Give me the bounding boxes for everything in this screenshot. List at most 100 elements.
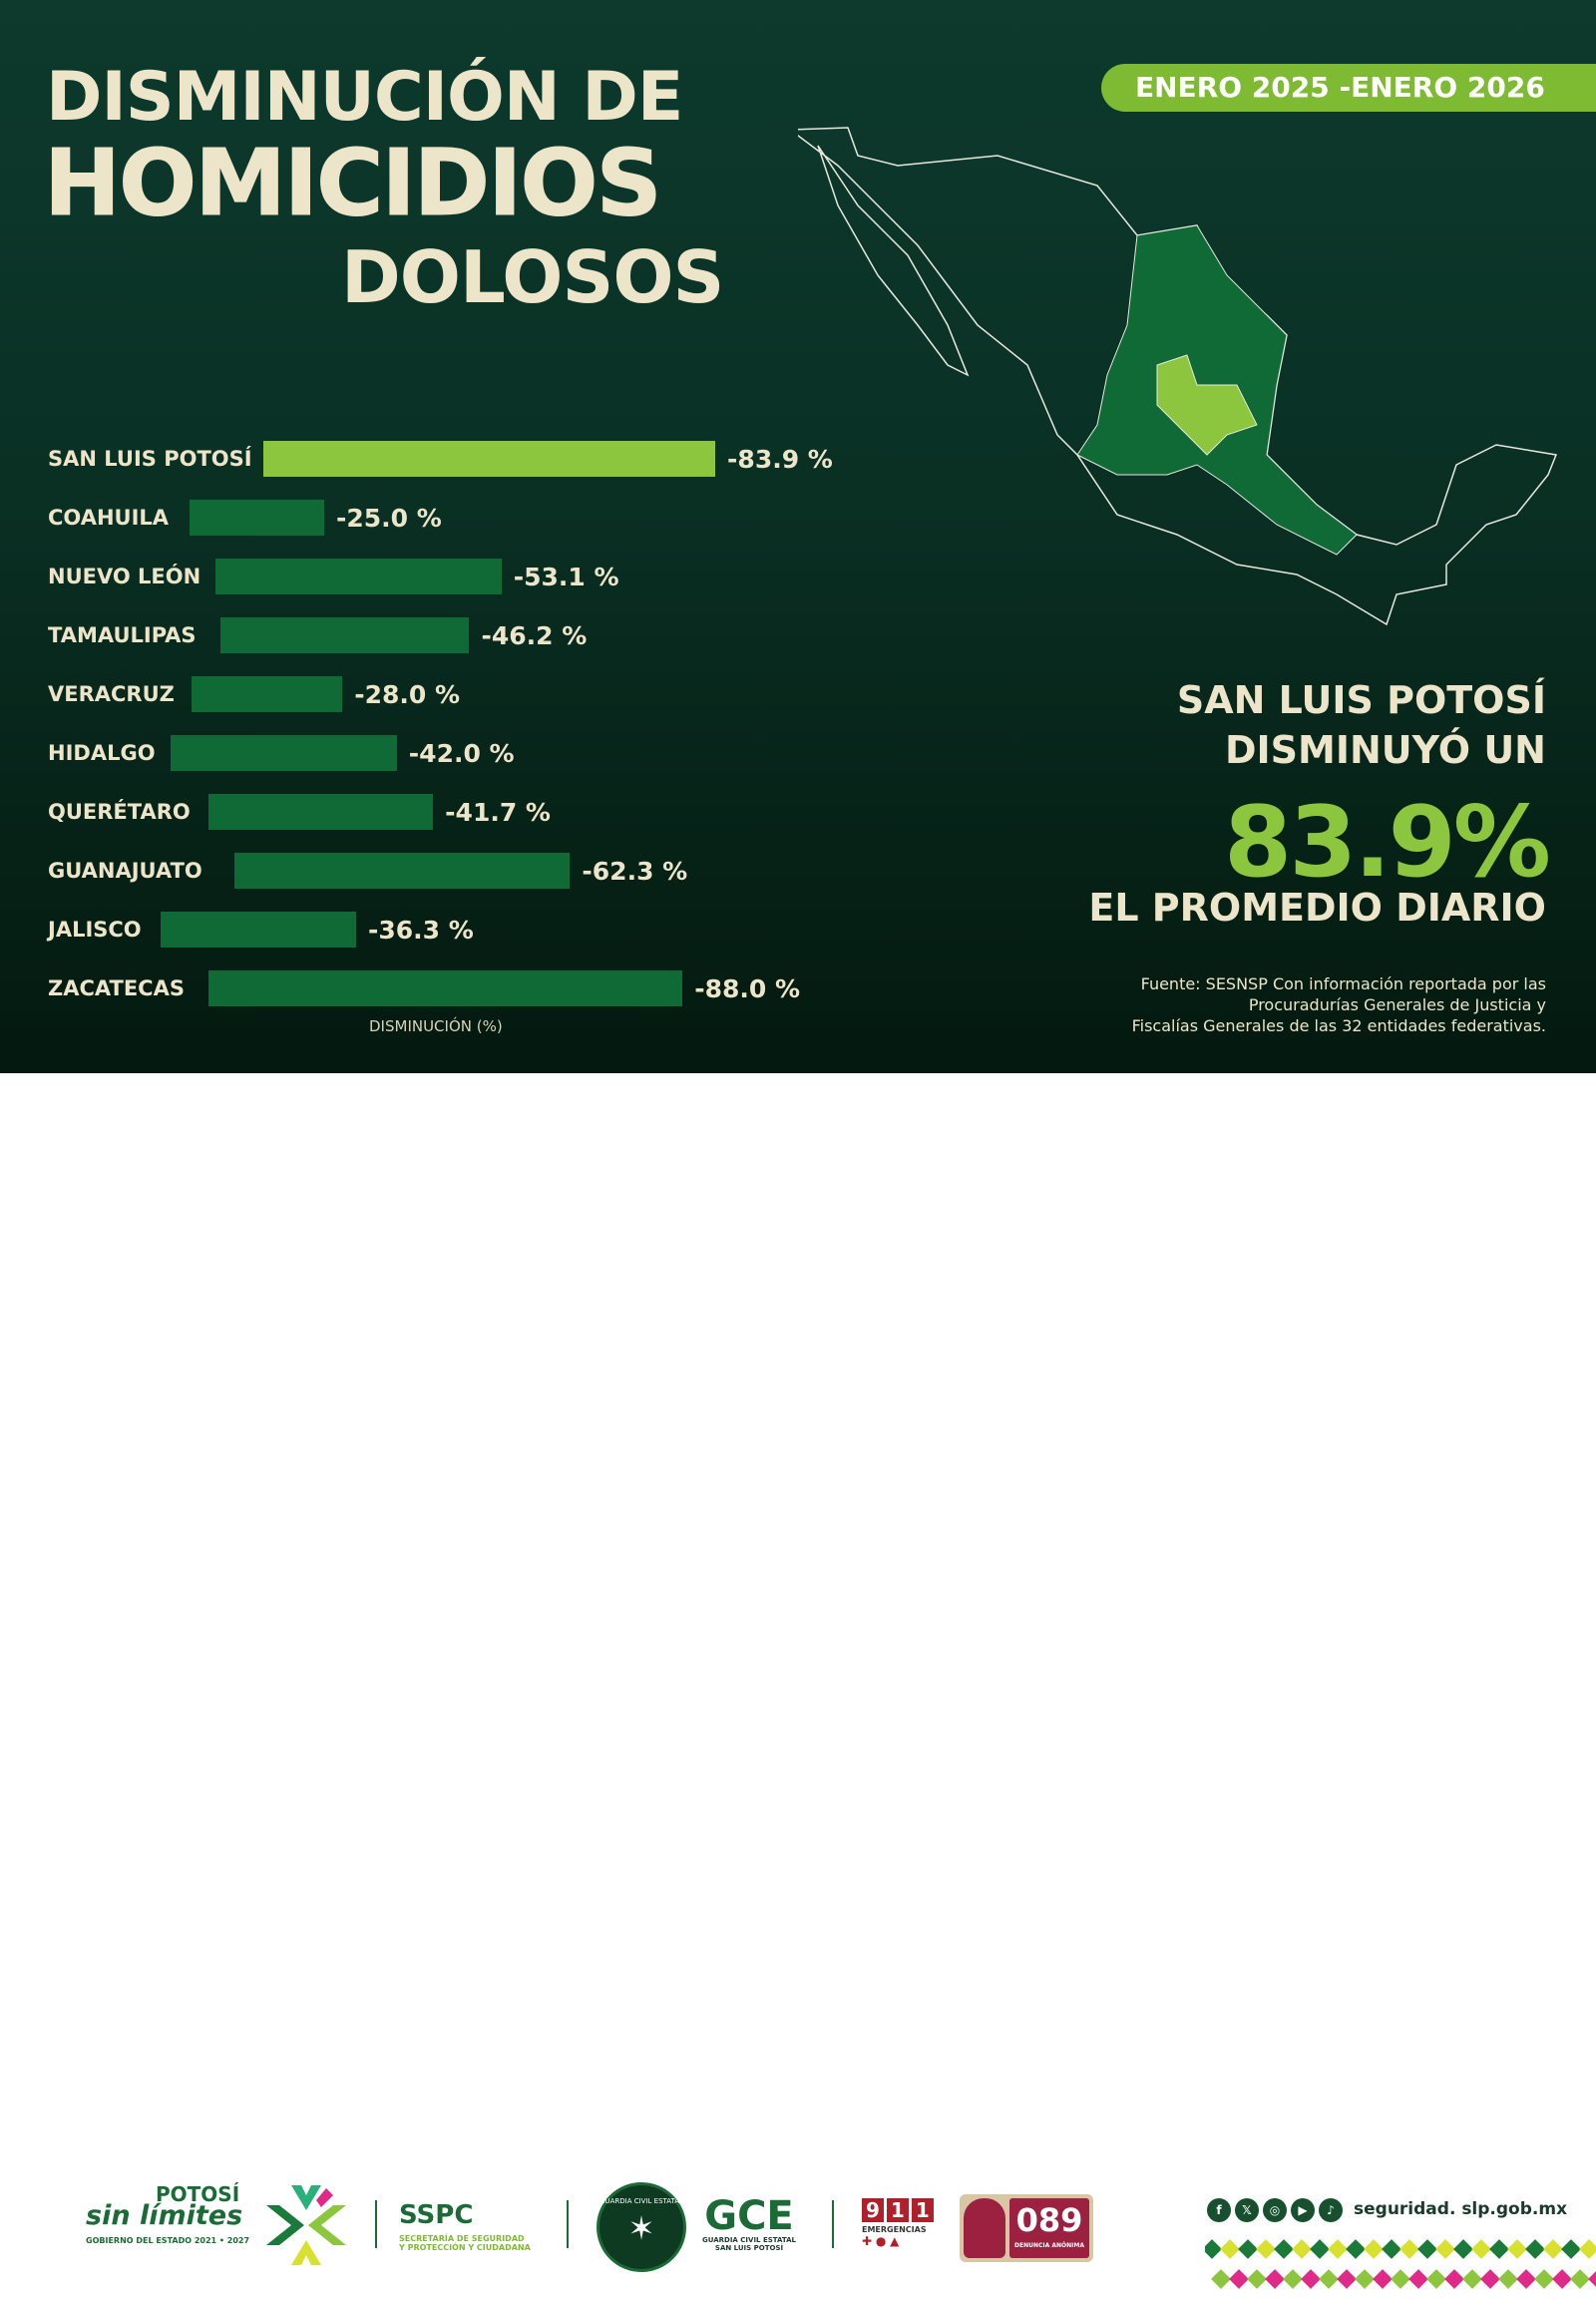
pattern-tile xyxy=(1516,2269,1536,2289)
logo-text: sin límites xyxy=(86,2200,243,2231)
pattern-tile xyxy=(1543,2239,1563,2259)
bar-value-label: -25.0 % xyxy=(336,504,442,533)
title-line2: HOMICIDIOS xyxy=(44,130,663,237)
title-line3: DOLOSOS xyxy=(341,235,724,319)
pattern-tile xyxy=(1220,2239,1240,2259)
bar-value-label: -42.0 % xyxy=(408,739,515,768)
shield-icon xyxy=(964,2198,1005,2258)
logo-text: DENUNCIA ANÓNIMA xyxy=(1014,2242,1084,2249)
bar-label: JALISCO xyxy=(48,918,142,942)
pattern-tile xyxy=(1462,2269,1482,2289)
pattern-tile xyxy=(1408,2269,1428,2289)
pattern-tile xyxy=(1355,2269,1375,2289)
bar xyxy=(161,912,357,948)
pattern-tile xyxy=(1364,2239,1384,2259)
star-icon: ✶ xyxy=(627,2209,655,2247)
gce-logo: GCE GUARDIA CIVIL ESTATAL SAN LUIS POTOS… xyxy=(702,2196,796,2252)
bar xyxy=(208,794,434,830)
pattern-tile xyxy=(1283,2269,1303,2289)
bar-value-label: -83.9 % xyxy=(727,445,833,474)
tiktok-icon[interactable]: ♪ xyxy=(1319,2198,1343,2222)
digit: 9 xyxy=(862,2198,884,2222)
logo-text: GUARDIA CIVIL ESTATAL xyxy=(702,2236,796,2244)
source-line: Procuradurías Generales de Justicia y xyxy=(1248,995,1546,1014)
bar xyxy=(234,853,571,889)
pattern-tile xyxy=(1525,2239,1545,2259)
bar-label: VERACRUZ xyxy=(48,682,175,706)
emergency-icons: ✚ ● ▲ xyxy=(862,2234,900,2248)
bar-label: QUERÉTARO xyxy=(48,800,191,824)
pattern-tile xyxy=(1328,2239,1348,2259)
logo-text: Y PROTECCIÓN Y CIUDADANA xyxy=(399,2243,531,2252)
seal-text: GUARDIA CIVIL ESTATAL xyxy=(599,2197,683,2205)
digit: 1 xyxy=(886,2198,909,2222)
mexico-map xyxy=(798,127,1558,626)
bar xyxy=(263,441,716,477)
pattern-tile xyxy=(1256,2239,1276,2259)
bar xyxy=(171,735,397,771)
x-axis-label: DISMINUCIÓN (%) xyxy=(369,1017,503,1035)
bar-label: NUEVO LEÓN xyxy=(48,565,201,588)
pattern-tile xyxy=(1292,2239,1312,2259)
sspc-logo: SSPC SECRETARÍA DE SEGURIDAD Y PROTECCIÓ… xyxy=(399,2200,531,2252)
pattern-tile xyxy=(1561,2239,1581,2259)
pattern-tile xyxy=(1570,2269,1590,2289)
bar xyxy=(190,500,324,536)
summary-line2: DISMINUYÓ UN xyxy=(1224,728,1546,772)
logo-text: EMERGENCIAS xyxy=(862,2225,927,2234)
digit: 1 xyxy=(911,2198,934,2222)
divider xyxy=(375,2200,377,2248)
pattern-tile xyxy=(1391,2269,1410,2289)
bar-label: HIDALGO xyxy=(48,741,156,765)
period-badge: ENERO 2025 -ENERO 2026 xyxy=(1101,64,1596,112)
pattern-tile xyxy=(1435,2239,1455,2259)
divider xyxy=(832,2200,834,2248)
bar xyxy=(215,559,502,594)
pattern-tile xyxy=(1579,2239,1596,2259)
x-icon[interactable]: 𝕏 xyxy=(1235,2198,1259,2222)
pattern-tile xyxy=(1417,2239,1437,2259)
summary-line1: SAN LUIS POTOSÍ xyxy=(1176,678,1546,722)
bar-label: GUANAJUATO xyxy=(48,859,202,883)
website-link[interactable]: seguridad. slp.gob.mx xyxy=(1354,2199,1568,2219)
logo-mark-icon xyxy=(266,2185,346,2265)
social-links: f 𝕏 ◎ ▶ ♪ xyxy=(1207,2198,1343,2222)
divider xyxy=(567,2200,569,2248)
pattern-tile xyxy=(1301,2269,1321,2289)
youtube-icon[interactable]: ▶ xyxy=(1291,2198,1315,2222)
bar xyxy=(208,970,683,1006)
bar-label: ZACATECAS xyxy=(48,976,185,1000)
instagram-icon[interactable]: ◎ xyxy=(1263,2198,1287,2222)
logo-text: GOBIERNO DEL ESTADO 2021 • 2027 xyxy=(86,2236,250,2245)
logo-text: GCE xyxy=(704,2193,794,2239)
bar xyxy=(192,676,343,712)
logo-text: SSPC xyxy=(399,2200,474,2230)
pattern-tile xyxy=(1444,2269,1464,2289)
pattern-tile xyxy=(1373,2269,1393,2289)
summary-value: 83.9% xyxy=(1224,786,1551,900)
title-line1: DISMINUCIÓN DE xyxy=(46,58,683,137)
bar-value-label: -36.3 % xyxy=(368,916,474,945)
pattern-tile xyxy=(1471,2239,1491,2259)
bar-label: TAMAULIPAS xyxy=(48,623,197,647)
bar-value-label: -41.7 % xyxy=(445,798,551,827)
pattern-tile xyxy=(1247,2269,1267,2289)
pattern-tile xyxy=(1229,2269,1249,2289)
pattern-tile xyxy=(1337,2269,1357,2289)
bar-value-label: -53.1 % xyxy=(513,563,619,591)
source-line: Fiscalías Generales de las 32 entidades … xyxy=(1131,1016,1546,1035)
facebook-icon[interactable]: f xyxy=(1207,2198,1231,2222)
pattern-tile xyxy=(1310,2239,1330,2259)
san-luis-potosi-state xyxy=(1156,354,1258,456)
pattern-tile xyxy=(1480,2269,1500,2289)
pattern-tile xyxy=(1453,2239,1473,2259)
emergencias-911-logo: 9 1 1 EMERGENCIAS ✚ ● ▲ xyxy=(862,2198,934,2248)
logo-text: SAN LUIS POTOSÍ xyxy=(714,2244,784,2252)
pattern-tile xyxy=(1534,2269,1554,2289)
infographic: DISMINUCIÓN DE HOMICIDIOS DOLOSOS ENERO … xyxy=(0,0,1596,1073)
pattern-tile xyxy=(1498,2269,1518,2289)
source-line: Fuente: SESNSP Con información reportada… xyxy=(1140,974,1546,993)
footer: POTOSÍ sin límites GOBIERNO DEL ESTADO 2… xyxy=(0,1073,1596,2289)
pattern-tile xyxy=(1274,2239,1294,2259)
pattern-tile xyxy=(1205,2239,1222,2259)
